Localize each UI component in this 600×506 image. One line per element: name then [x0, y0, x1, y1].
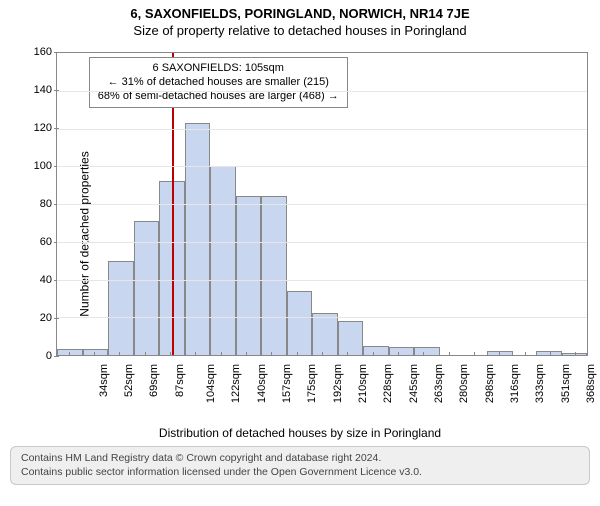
x-tick-mark — [550, 352, 551, 356]
page-title-main: 6, SAXONFIELDS, PORINGLAND, NORWICH, NR1… — [0, 6, 600, 21]
x-tick-label: 228sqm — [382, 364, 394, 403]
x-tick-label: 157sqm — [281, 364, 293, 403]
x-tick-label: 316sqm — [509, 364, 521, 403]
gridline — [57, 91, 587, 92]
histogram-bar — [287, 291, 313, 355]
x-tick-label: 263sqm — [433, 364, 445, 403]
x-tick-label: 210sqm — [357, 364, 369, 403]
page-title-sub: Size of property relative to detached ho… — [0, 23, 600, 38]
plot-area: 6 SAXONFIELDS: 105sqm ← 31% of detached … — [56, 52, 588, 356]
x-axis-label: Distribution of detached houses by size … — [0, 426, 600, 440]
y-axis-ticks: 020406080100120140160 — [30, 52, 54, 356]
histogram-bar — [312, 313, 338, 355]
gridline — [57, 129, 587, 130]
x-tick-mark — [575, 352, 576, 356]
histogram-bar — [261, 196, 287, 355]
x-tick-label: 140sqm — [256, 364, 268, 403]
histogram-bar — [363, 346, 389, 355]
x-tick-label: 368sqm — [585, 364, 597, 403]
footer-line1: Contains HM Land Registry data © Crown c… — [21, 452, 579, 466]
x-tick-mark — [119, 352, 120, 356]
x-tick-mark — [145, 352, 146, 356]
footer-line2: Contains public sector information licen… — [21, 466, 579, 480]
x-tick-mark — [474, 352, 475, 356]
x-tick-mark — [423, 352, 424, 356]
x-tick-label: 175sqm — [306, 364, 318, 403]
x-tick-label: 298sqm — [484, 364, 496, 403]
histogram-bar — [389, 347, 415, 355]
x-tick-label: 351sqm — [560, 364, 572, 403]
x-axis-ticks: 34sqm 52sqm 69sqm 87sqm 104sqm 122sqm 140sqm 15… — [56, 356, 588, 424]
y-tick-label: 100 — [26, 160, 52, 172]
histogram-bar — [536, 351, 562, 355]
info-box: 6 SAXONFIELDS: 105sqm ← 31% of detached … — [89, 57, 348, 108]
x-tick-label: 52sqm — [123, 364, 135, 397]
x-tick-label: 333sqm — [534, 364, 546, 403]
y-tick-label: 160 — [26, 46, 52, 58]
x-tick-mark — [525, 352, 526, 356]
gridline — [57, 166, 587, 167]
x-tick-mark — [499, 352, 500, 356]
x-tick-mark — [347, 352, 348, 356]
gridline — [57, 242, 587, 243]
x-tick-label: 69sqm — [148, 364, 160, 397]
info-box-line1: 6 SAXONFIELDS: 105sqm — [98, 62, 339, 76]
y-tick-label: 80 — [26, 198, 52, 210]
gridline — [57, 204, 587, 205]
x-tick-label: 280sqm — [458, 364, 470, 403]
x-tick-mark — [271, 352, 272, 356]
y-tick-label: 140 — [26, 84, 52, 96]
histogram-bar — [210, 166, 236, 355]
y-tick-label: 60 — [26, 236, 52, 248]
gridline — [57, 317, 587, 318]
x-tick-mark — [195, 352, 196, 356]
x-tick-label: 87sqm — [174, 364, 186, 397]
histogram-bar — [338, 321, 364, 355]
x-tick-mark — [373, 352, 374, 356]
histogram-bar — [83, 349, 109, 355]
x-tick-mark — [69, 352, 70, 356]
x-tick-mark — [246, 352, 247, 356]
histogram-bar — [236, 196, 262, 355]
attribution-footer: Contains HM Land Registry data © Crown c… — [10, 446, 590, 485]
y-tick-label: 120 — [26, 122, 52, 134]
x-tick-label: 192sqm — [332, 364, 344, 403]
x-tick-label: 104sqm — [205, 364, 217, 403]
histogram-bar — [414, 347, 440, 355]
histogram-bar — [185, 123, 211, 355]
x-tick-label: 245sqm — [408, 364, 420, 403]
x-tick-mark — [297, 352, 298, 356]
x-tick-label: 122sqm — [230, 364, 242, 403]
chart: Number of detached properties 0204060801… — [0, 44, 600, 424]
info-box-line2: ← 31% of detached houses are smaller (21… — [98, 76, 339, 90]
histogram-bar — [57, 349, 83, 355]
x-tick-mark — [398, 352, 399, 356]
y-tick-label: 40 — [26, 274, 52, 286]
gridline — [57, 280, 587, 281]
y-tick-label: 20 — [26, 312, 52, 324]
x-tick-mark — [221, 352, 222, 356]
x-tick-label: 34sqm — [98, 364, 110, 397]
x-tick-mark — [170, 352, 171, 356]
x-tick-mark — [322, 352, 323, 356]
histogram-bar — [108, 261, 134, 355]
x-tick-mark — [449, 352, 450, 356]
x-tick-mark — [94, 352, 95, 356]
y-tick-label: 0 — [26, 350, 52, 362]
